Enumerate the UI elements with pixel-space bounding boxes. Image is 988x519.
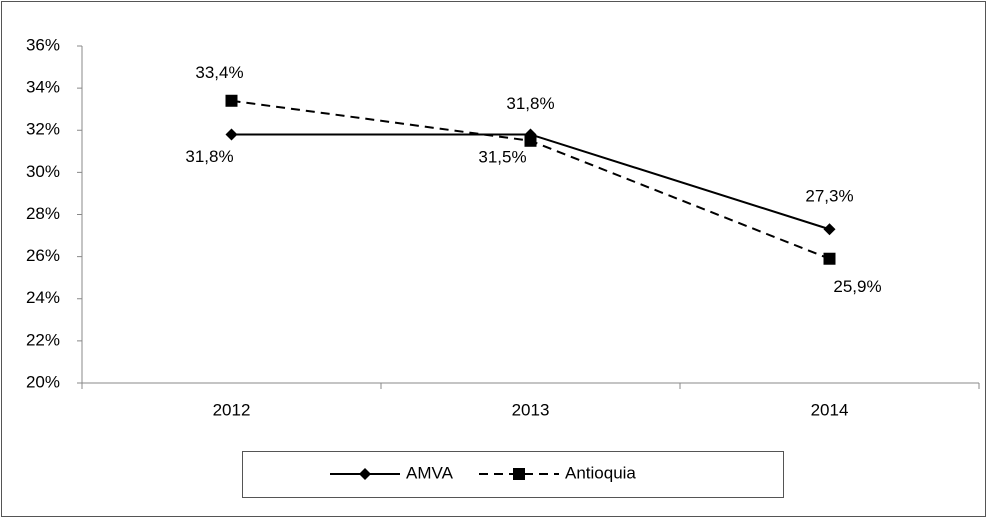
x-tick-label: 2014 [811, 400, 849, 419]
data-point [225, 128, 238, 141]
data-point [524, 134, 537, 147]
legend-marker [513, 468, 525, 480]
y-tick-label: 36% [26, 35, 60, 54]
y-tick-label: 24% [26, 288, 60, 307]
x-tick-label: 2012 [213, 400, 251, 419]
legend-marker [359, 468, 371, 480]
data-label: 33,4% [195, 63, 243, 82]
data-point [823, 223, 836, 236]
data-label: 31,5% [478, 147, 526, 166]
y-tick-label: 26% [26, 246, 60, 265]
data-label: 31,8% [185, 147, 233, 166]
y-tick-label: 20% [26, 372, 60, 391]
data-point [823, 252, 836, 265]
y-tick-label: 32% [26, 120, 60, 139]
data-label: 31,8% [506, 94, 554, 113]
legend-label: AMVA [406, 463, 454, 482]
legend-label: Antioquia [565, 463, 636, 482]
y-tick-label: 30% [26, 162, 60, 181]
y-tick-label: 34% [26, 78, 60, 97]
x-tick-label: 2013 [512, 400, 550, 419]
data-label: 27,3% [805, 187, 853, 206]
y-tick-label: 28% [26, 204, 60, 223]
y-tick-label: 22% [26, 330, 60, 349]
data-point [225, 94, 238, 107]
data-label: 25,9% [833, 277, 881, 296]
